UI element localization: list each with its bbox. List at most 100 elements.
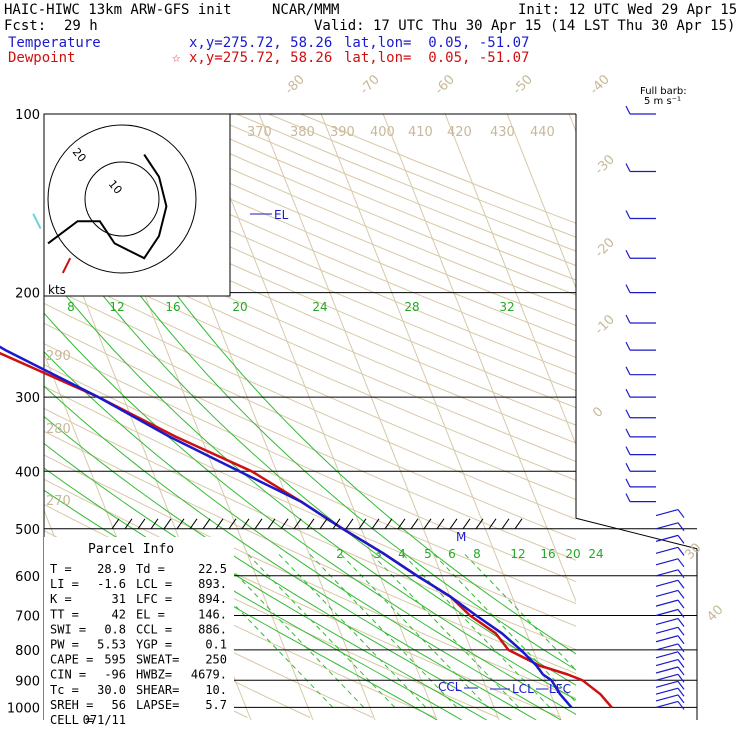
wind-barb — [655, 626, 679, 634]
wind-barb-flag — [677, 651, 685, 661]
profile-dewpoint — [0, 345, 573, 709]
hatch-mark — [345, 518, 354, 530]
pressure-tick-label: 200 — [15, 287, 40, 302]
parcel-row-label: LFC = — [136, 592, 172, 606]
wind-barb-flag — [677, 673, 685, 683]
wind-barb — [655, 635, 679, 643]
hatch-mark — [514, 518, 523, 530]
wind-barb — [655, 658, 679, 667]
isotherm — [258, 114, 500, 720]
wind-barb — [655, 534, 679, 542]
pressure-tick-label: 400 — [15, 465, 40, 480]
lcl-label: LCL — [512, 682, 534, 696]
wind-barb — [655, 666, 679, 674]
parcel-row-label: SHEAR= — [136, 683, 179, 697]
theta-label: 380 — [290, 125, 315, 140]
wind-barb-flag — [625, 341, 631, 351]
moist-adiabat — [44, 415, 512, 720]
parcel-row-value: 886. — [198, 622, 227, 636]
theta-label: 390 — [330, 125, 355, 140]
isotherm-label: 40 — [704, 603, 726, 625]
dewpoint-star-icon: ☆ — [172, 50, 181, 66]
hatch-mark — [397, 518, 406, 530]
mixing-ratio-label: 12 — [510, 547, 525, 561]
mixing-ratio-label: 32 — [499, 300, 514, 314]
parcel-row-label: PW = — [50, 638, 79, 652]
wind-barb-flag — [677, 666, 685, 676]
barb-legend-line1: Full barb: — [640, 86, 687, 97]
mixing-ratio-label: 8 — [67, 300, 75, 314]
dry-adiabat — [44, 364, 576, 605]
pressure-tick-label: 300 — [15, 391, 40, 406]
parcel-row-value: 5.7 — [205, 698, 227, 712]
theta-label: 420 — [447, 125, 472, 140]
el-label: EL — [274, 208, 289, 222]
dewpoint-xy: x,y=275.72, 58.26 — [189, 50, 333, 66]
temperature-latlon: lat,lon= 0.05, -51.07 — [344, 35, 530, 51]
pressure-tick-label: 700 — [15, 610, 40, 625]
right-axis-diagonal — [575, 517, 698, 550]
parcel-row-value: 22.5 — [198, 562, 227, 576]
wind-barb — [655, 508, 679, 517]
mixing-ratio-label: 20 — [565, 547, 580, 561]
wind-barb — [655, 589, 679, 597]
isotherm-label: -60 — [432, 72, 458, 98]
mixing-ratio-label: 6 — [448, 547, 456, 561]
moist-adiabat — [44, 442, 487, 720]
theta-label: 270 — [46, 494, 71, 509]
hatch-mark — [228, 518, 237, 530]
hodograph-trace — [47, 154, 168, 260]
isotherm — [444, 114, 576, 447]
theta-label: 280 — [46, 422, 71, 437]
wind-barb-flag — [677, 659, 685, 668]
theta-label: 290 — [46, 349, 71, 364]
pressure-tick-label: 900 — [15, 674, 40, 689]
ccl-label: CCL — [438, 680, 462, 694]
hatch-mark — [358, 518, 367, 530]
isotherm — [506, 114, 576, 290]
wind-barb — [655, 558, 679, 566]
wind-barb-flag — [677, 599, 685, 609]
parcel-row-label: LAPSE= — [136, 698, 179, 712]
isotherm-label: -20 — [592, 235, 618, 261]
dry-adiabat — [44, 144, 576, 375]
mixing-ratio-label: 12 — [109, 300, 124, 314]
mixing-ratio-label: 4 — [398, 547, 406, 561]
mixing-ratio-label: 20 — [232, 300, 247, 314]
dry-adiabat — [44, 283, 576, 520]
wind-barb-flag — [677, 535, 685, 544]
hatch-mark — [332, 518, 341, 530]
hatch-mark — [501, 518, 510, 530]
mixing-ratio-label: 24 — [588, 547, 603, 561]
parcel-info-box: Parcel Info T = 28.9 Td = 22.5 LI = -1.6 LCL =… — [44, 537, 234, 727]
dry-adiabat — [44, 176, 576, 409]
wind-barb — [655, 643, 679, 651]
parcel-row-label: T = — [50, 562, 72, 576]
mixing-ratio-line — [215, 553, 365, 708]
hodograph-trace — [61, 257, 72, 274]
parcel-row-value: -96 — [104, 668, 126, 682]
mixing-ratio-label: 8 — [473, 547, 481, 561]
wind-barb-flag — [677, 579, 685, 589]
wind-barb-flag — [677, 701, 685, 710]
dry-adiabat — [44, 322, 576, 561]
parcel-row-value: 595 — [104, 653, 126, 667]
wind-barb — [655, 651, 679, 659]
hatch-mark — [462, 518, 471, 530]
wind-barb-flag — [625, 163, 631, 172]
wind-barb — [655, 617, 679, 626]
hatch-mark — [371, 518, 380, 530]
hatch-mark — [137, 518, 146, 530]
wind-barb-flag — [625, 366, 631, 375]
dry-adiabat — [44, 385, 576, 627]
parcel-row-label: Tc = — [50, 683, 79, 697]
hatch-mark — [241, 518, 250, 530]
wind-barb — [655, 687, 679, 695]
hatch-mark — [150, 518, 159, 530]
dewpoint-legend: Dewpoint — [8, 50, 76, 66]
parcel-row-value: 071/11 — [83, 713, 126, 727]
hatch-mark — [280, 518, 289, 530]
wind-barb-flag — [625, 478, 631, 488]
theta-label: 430 — [490, 125, 515, 140]
wind-barb — [655, 700, 679, 709]
